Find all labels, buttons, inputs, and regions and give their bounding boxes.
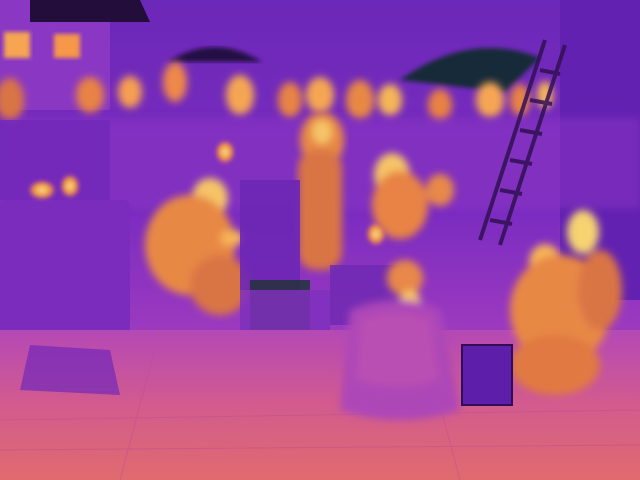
person-seated-front [340,260,460,420]
hot-spot-center [366,222,386,246]
umbrella-right [400,47,540,92]
ladder [478,39,567,246]
left-lower-object [20,345,120,395]
hot-spot-upper-left [215,140,235,164]
hot-spot-left-a [28,180,56,200]
person-center-right [372,153,454,239]
person-standing-center [298,112,344,270]
box-right [461,344,513,406]
umbrella-left [168,47,262,62]
window-left [4,32,30,58]
hot-spot-left-b [60,174,80,198]
person-crouching-right [510,210,622,395]
person-kneeling-left [145,178,250,315]
crowd-background [0,62,553,122]
window-right [54,34,80,58]
